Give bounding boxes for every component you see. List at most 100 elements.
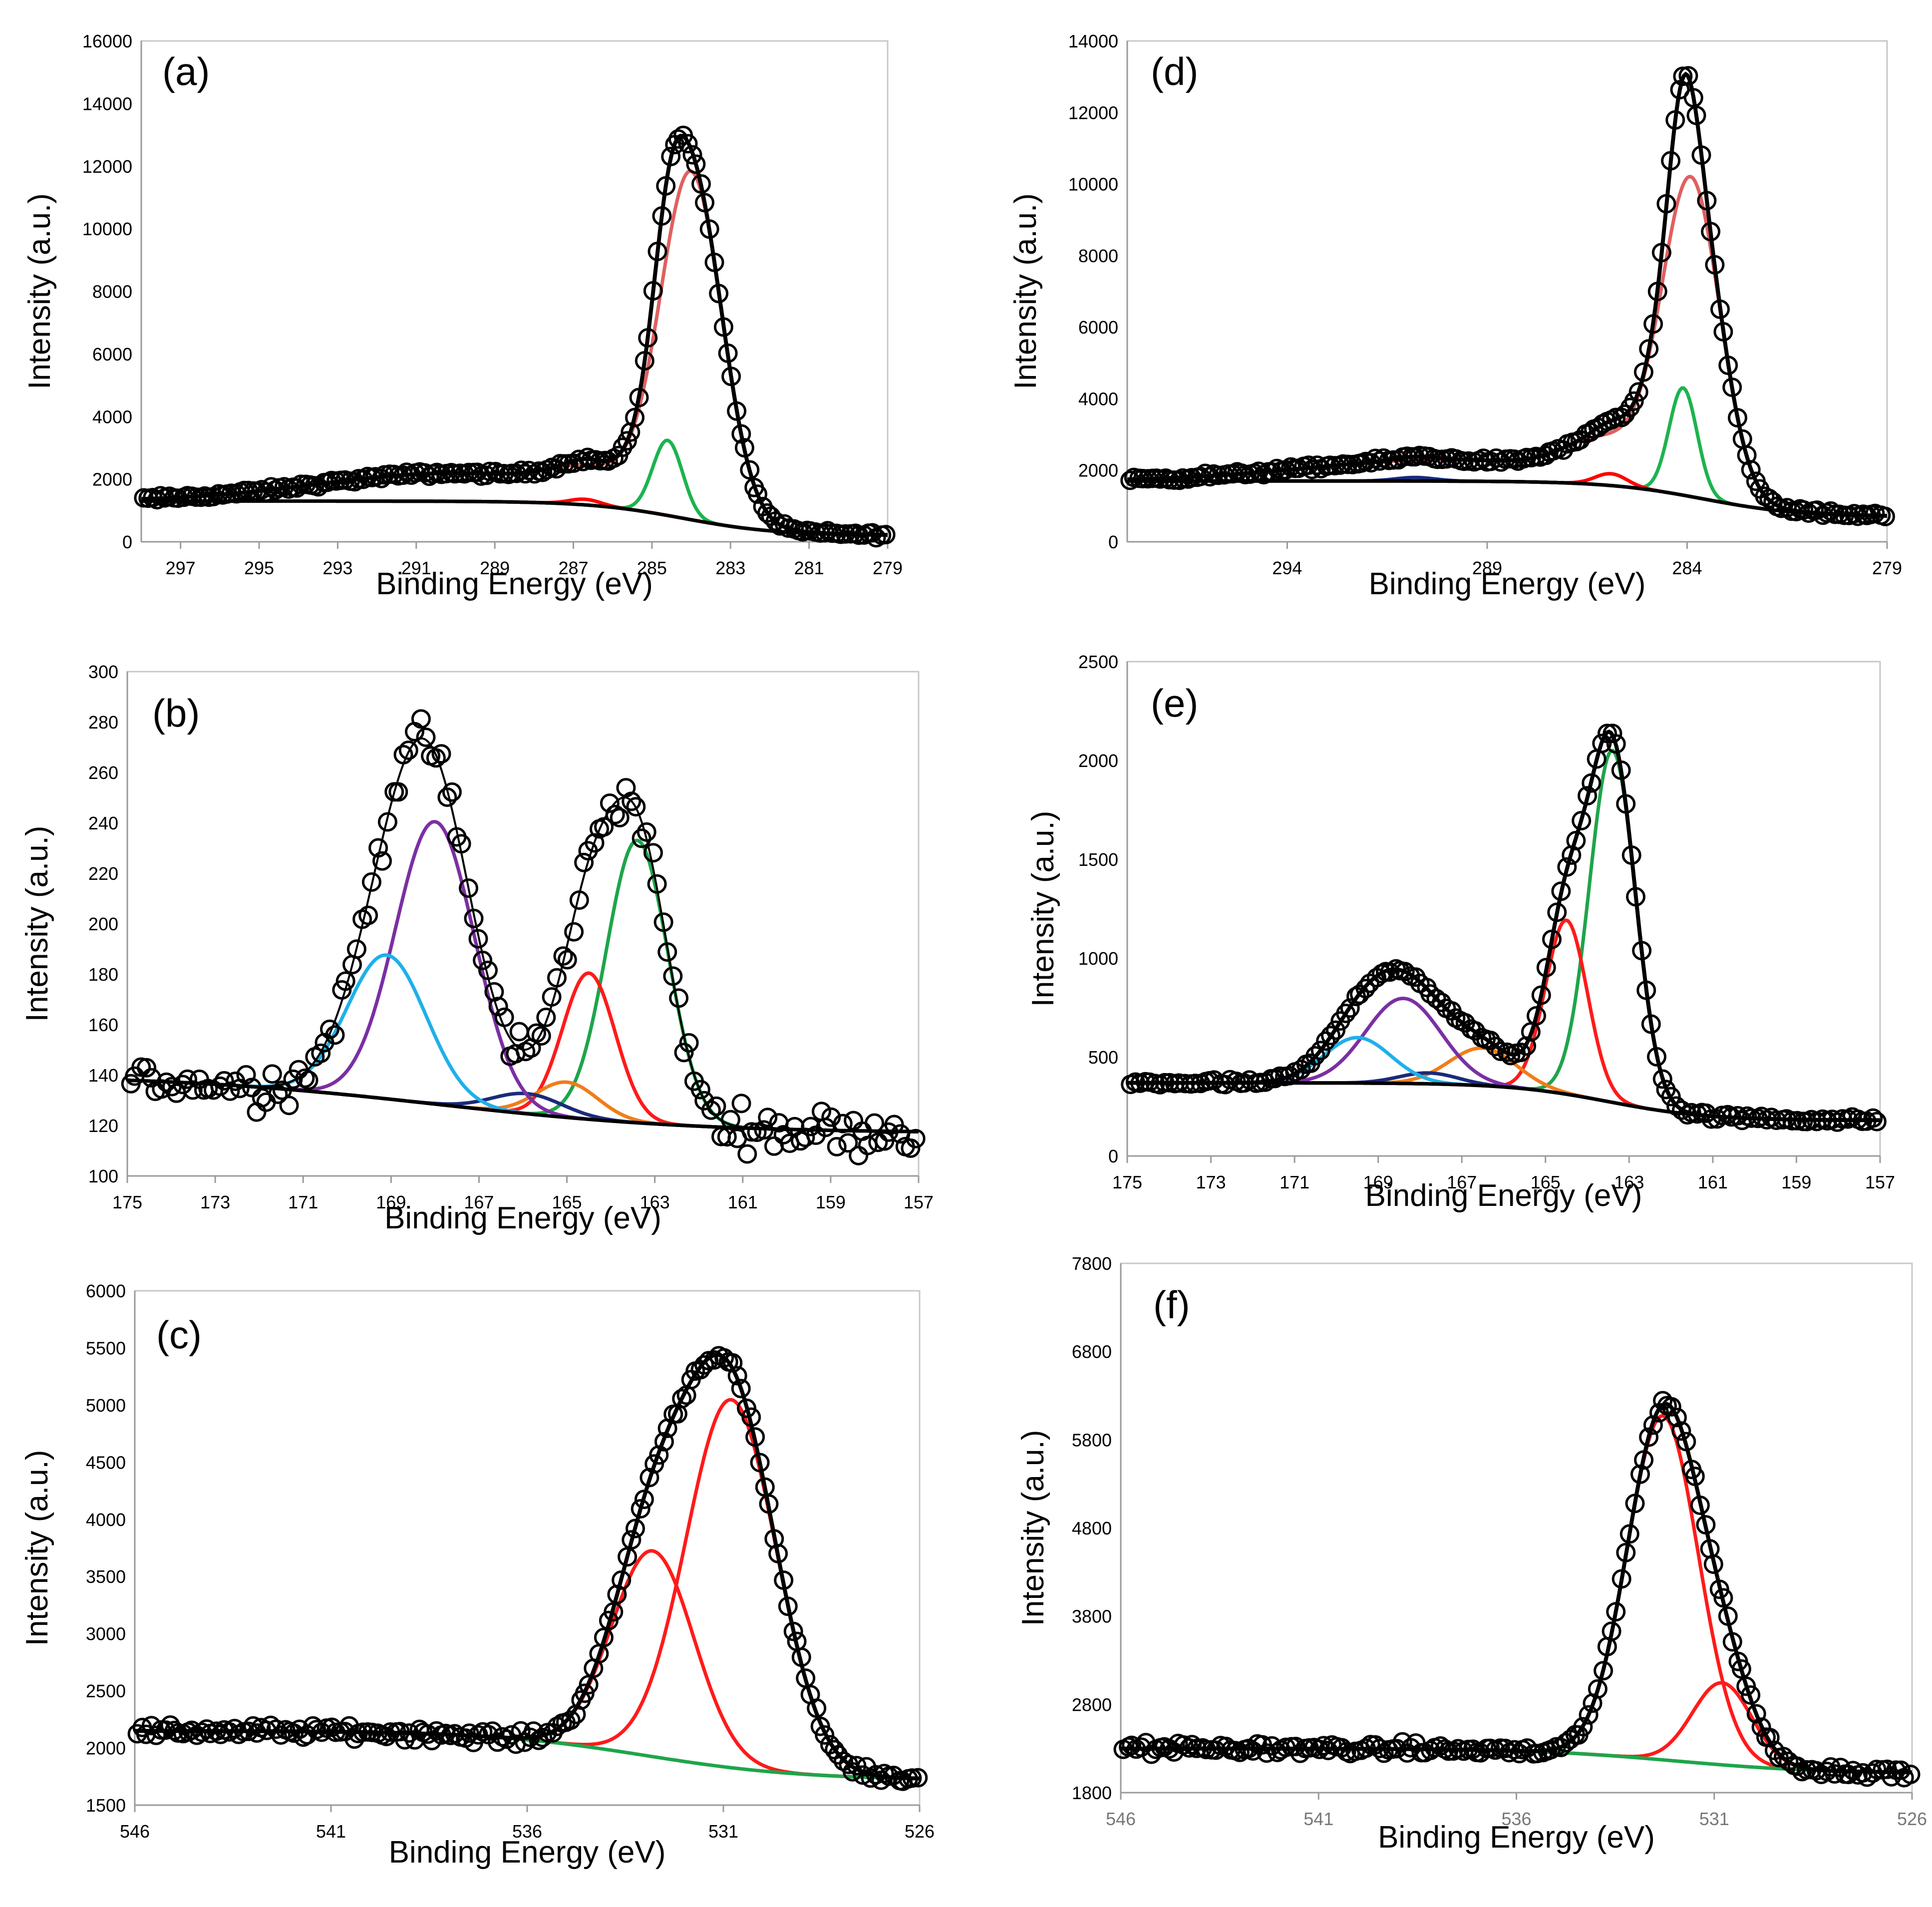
- data-point: [617, 431, 637, 451]
- data-point: [561, 1710, 581, 1730]
- x-tick-label: 287: [558, 558, 588, 578]
- y-tick-label: 16000: [82, 31, 132, 51]
- data-point: [1313, 1736, 1333, 1756]
- x-axis-title: Binding Energy (eV): [376, 567, 653, 601]
- x-tick-label: 293: [322, 558, 352, 578]
- x-tick-label: 546: [1106, 1809, 1136, 1829]
- data-point: [325, 1025, 345, 1045]
- envelope-fit-curve: [1121, 1402, 1912, 1775]
- data-point: [1527, 1006, 1546, 1026]
- y-tick-label: 140: [88, 1065, 118, 1086]
- y-axis-title: Intensity (a.u.): [1008, 193, 1043, 389]
- x-tick-label: 159: [1781, 1172, 1811, 1192]
- y-axis-title: Intensity (a.u.): [1016, 1430, 1050, 1626]
- data-point: [1807, 500, 1827, 520]
- data-point: [682, 145, 702, 165]
- data-point: [372, 851, 392, 871]
- x-tick-label: 291: [401, 558, 431, 578]
- data-point: [1572, 810, 1592, 830]
- y-tick-label: 2800: [1072, 1694, 1112, 1715]
- x-axis-title: Binding Energy (eV): [384, 1201, 661, 1235]
- data-point: [1731, 1659, 1751, 1679]
- x-tick-label: 289: [480, 558, 510, 578]
- data-point: [311, 1043, 331, 1063]
- x-tick-label: 526: [905, 1821, 935, 1842]
- x-axis-title: Binding Energy (eV): [1378, 1820, 1655, 1855]
- data-point: [1262, 1736, 1282, 1756]
- y-tick-label: 300: [88, 662, 118, 682]
- data-point: [271, 1725, 291, 1745]
- y-tick-label: 12000: [1068, 102, 1118, 123]
- y-axis-title: Intensity (a.u.): [20, 1450, 54, 1646]
- data-point: [1606, 407, 1626, 427]
- x-tick-label: 157: [904, 1192, 934, 1212]
- x-tick-label: 526: [1897, 1809, 1927, 1829]
- data-point: [279, 1096, 299, 1116]
- y-tick-label: 14000: [82, 93, 132, 114]
- x-tick-label: 289: [1472, 558, 1502, 578]
- data-point: [644, 1454, 664, 1474]
- data-point: [1374, 1743, 1394, 1763]
- x-tick-label: 161: [728, 1192, 758, 1212]
- data-point: [858, 1136, 878, 1155]
- y-tick-label: 4000: [1078, 388, 1118, 409]
- data-point: [1746, 1704, 1766, 1724]
- data-point: [1350, 984, 1369, 1004]
- data-point: [480, 461, 500, 481]
- data-point: [1667, 1408, 1687, 1428]
- x-tick-label: 175: [112, 1192, 142, 1212]
- data-point: [686, 154, 706, 174]
- y-tick-label: 2000: [92, 469, 132, 490]
- data-point: [1901, 1764, 1921, 1784]
- data-point: [283, 1069, 303, 1089]
- envelope-fit-curve: [1127, 730, 1880, 1123]
- data-point: [1573, 1717, 1593, 1737]
- data-point: [242, 1078, 262, 1098]
- data-point: [299, 1070, 319, 1090]
- x-tick-label: 159: [816, 1192, 846, 1212]
- x-tick-label: 281: [794, 558, 824, 578]
- envelope-fit-curve: [127, 737, 919, 1133]
- data-point: [875, 1131, 895, 1151]
- x-tick-label: 536: [1501, 1809, 1531, 1829]
- y-tick-label: 240: [88, 813, 118, 833]
- data-point: [220, 1081, 240, 1101]
- data-point: [737, 1144, 757, 1164]
- y-tick-label: 2500: [86, 1681, 126, 1701]
- data-point: [488, 997, 508, 1017]
- data-point: [1122, 1735, 1142, 1755]
- x-tick-label: 163: [640, 1192, 670, 1212]
- component-peak-o-c-o-c-o: [135, 1398, 920, 1781]
- data-point: [1821, 501, 1841, 521]
- x-tick-label: 295: [244, 558, 274, 578]
- y-tick-label: 4500: [86, 1452, 126, 1473]
- data-point: [1588, 1679, 1608, 1699]
- data-point: [575, 1683, 595, 1703]
- data-point: [398, 741, 418, 760]
- y-tick-label: 1800: [1072, 1783, 1112, 1803]
- x-tick-label: 283: [715, 558, 745, 578]
- y-tick-label: 8000: [1078, 246, 1118, 266]
- data-point: [1678, 66, 1698, 86]
- x-tick-label: 165: [552, 1192, 582, 1212]
- y-tick-label: 1500: [86, 1795, 126, 1816]
- data-point: [643, 843, 663, 863]
- y-tick-label: 10000: [1068, 174, 1118, 195]
- data-point: [674, 1043, 694, 1063]
- data-point: [358, 905, 378, 925]
- x-tick-label: 171: [1280, 1172, 1309, 1192]
- data-point: [1652, 1069, 1672, 1089]
- data-point: [442, 782, 462, 802]
- data-point: [1671, 1421, 1691, 1441]
- data-point: [1491, 1042, 1511, 1061]
- data-point: [426, 748, 446, 768]
- panel-label: (c): [156, 1313, 202, 1357]
- data-point: [626, 797, 646, 817]
- data-point: [1760, 1728, 1780, 1748]
- data-point: [740, 460, 760, 480]
- x-tick-label: 171: [288, 1192, 318, 1212]
- data-point: [1280, 1066, 1299, 1086]
- y-tick-label: 2000: [86, 1738, 126, 1759]
- envelope-fit-curve: [1127, 71, 1887, 518]
- y-tick-label: 1500: [1078, 849, 1118, 870]
